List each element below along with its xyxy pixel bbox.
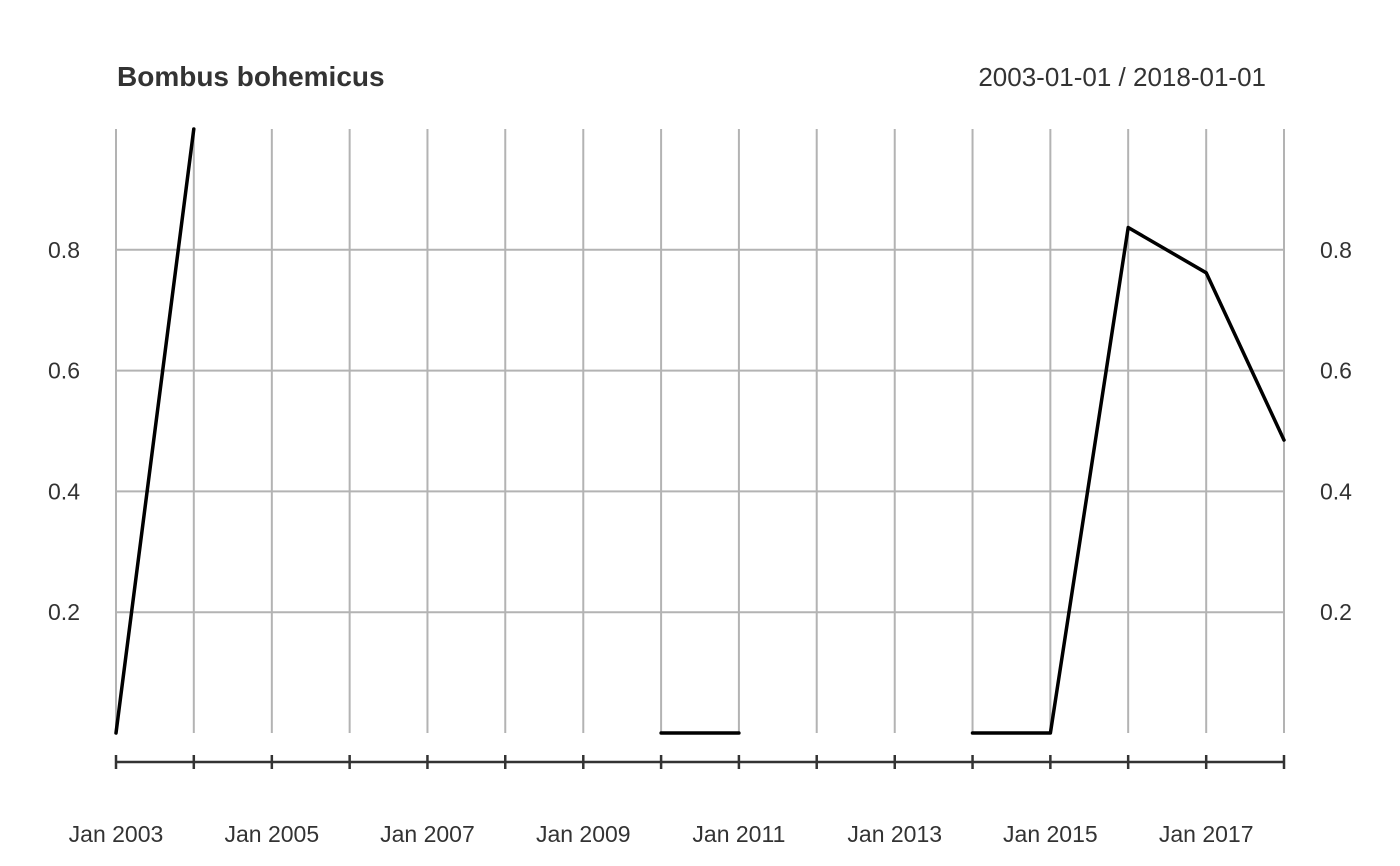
y-tick-label-right: 0.2 bbox=[1320, 599, 1352, 625]
y-tick-label-right: 0.6 bbox=[1320, 358, 1352, 384]
series-line-segment bbox=[114, 127, 196, 735]
x-axis bbox=[114, 755, 1286, 769]
y-axis-right-labels: 0.2 0.4 0.6 0.8 bbox=[1320, 237, 1352, 625]
series-lines bbox=[114, 127, 1286, 735]
vertical-gridlines bbox=[115, 129, 1285, 733]
horizontal-gridlines bbox=[116, 248, 1284, 614]
x-tick-label: Jan 2015 bbox=[1003, 821, 1098, 847]
x-tick-label: Jan 2013 bbox=[847, 821, 942, 847]
x-axis-labels: Jan 2003 Jan 2005 Jan 2007 Jan 2009 Jan 2011… bbox=[69, 821, 1254, 847]
x-tick-label: Jan 2011 bbox=[692, 821, 785, 847]
y-axis-left-labels: 0.2 0.4 0.6 0.8 bbox=[48, 237, 80, 625]
chart-title: Bombus bohemicus bbox=[117, 61, 385, 92]
x-tick-label: Jan 2017 bbox=[1159, 821, 1254, 847]
y-tick-label-right: 0.8 bbox=[1320, 237, 1352, 263]
y-tick-label-left: 0.4 bbox=[48, 478, 80, 504]
y-tick-label-left: 0.8 bbox=[48, 237, 80, 263]
x-tick-label: Jan 2007 bbox=[380, 821, 475, 847]
y-tick-label-right: 0.4 bbox=[1320, 478, 1352, 504]
date-range-label: 2003-01-01 / 2018-01-01 bbox=[978, 62, 1266, 92]
x-tick-label: Jan 2003 bbox=[69, 821, 164, 847]
y-tick-label-left: 0.2 bbox=[48, 599, 80, 625]
series-line-segment bbox=[970, 225, 1286, 735]
x-tick-label: Jan 2005 bbox=[225, 821, 320, 847]
y-tick-label-left: 0.6 bbox=[48, 358, 80, 384]
x-tick-label: Jan 2009 bbox=[536, 821, 631, 847]
